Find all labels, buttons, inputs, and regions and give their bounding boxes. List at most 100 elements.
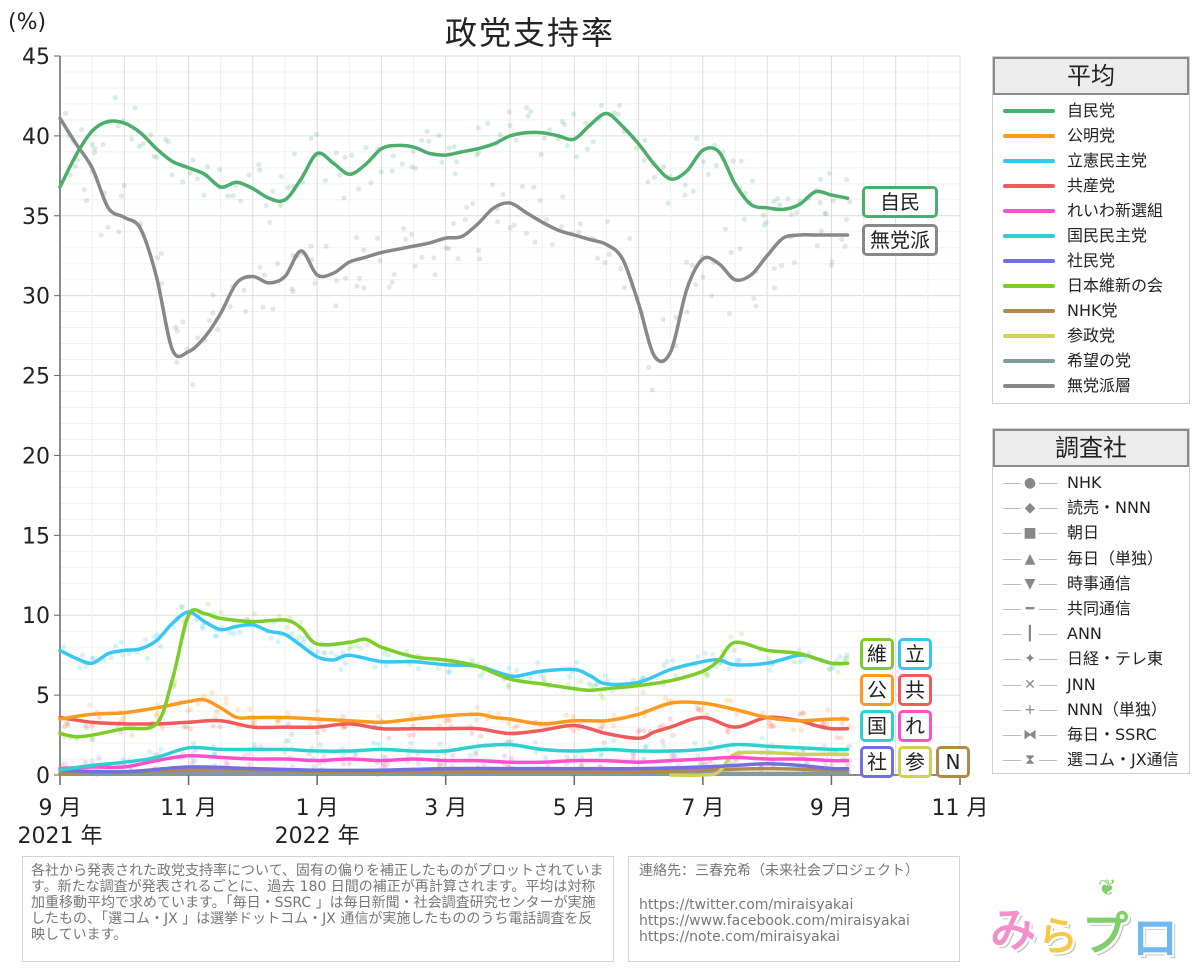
poll-point: [692, 740, 698, 746]
poll-point: [263, 202, 269, 209]
poll-point: [462, 216, 468, 223]
poll-point: [567, 673, 573, 679]
poll-point: [830, 665, 836, 671]
x-tick-label: 9 月: [810, 796, 853, 821]
poll-point: [660, 316, 666, 322]
poll-point: [356, 275, 363, 281]
poll-point: [276, 718, 282, 724]
legend-label: JNN: [1067, 674, 1096, 694]
poll-point: [277, 202, 284, 208]
legend-marker-icon: ◆: [1021, 496, 1039, 521]
series-line: [668, 750, 850, 777]
poll-point: [489, 182, 496, 188]
poll-point: [296, 634, 302, 640]
poll-point: [435, 754, 441, 760]
poll-point: [606, 251, 612, 257]
poll-point: [766, 656, 772, 662]
poll-point: [661, 164, 667, 170]
poll-point: [121, 713, 127, 719]
poll-point: [778, 263, 785, 269]
poll-point: [424, 128, 430, 135]
y-tick-label: 10: [22, 604, 50, 629]
poll-point: [525, 113, 531, 119]
poll-point: [340, 761, 347, 767]
poll-point: [437, 741, 443, 747]
poll-point: [664, 658, 670, 664]
poll-point: [689, 262, 695, 268]
poll-point: [354, 643, 360, 649]
poll-point: [285, 710, 291, 717]
poll-point: [136, 143, 143, 149]
poll-point: [506, 109, 512, 115]
poll-point: [231, 631, 237, 637]
poll-point: [538, 151, 544, 158]
y-tick-label: 45: [22, 45, 50, 70]
legend-label: 毎日（単独）: [1067, 548, 1164, 568]
poll-point: [364, 641, 371, 647]
legend-swatch: [1003, 309, 1055, 313]
tag-kokumin: 国: [860, 710, 894, 742]
y-tick-label: 30: [22, 285, 50, 310]
poll-point: [649, 387, 655, 393]
poll-point: [312, 280, 318, 286]
x-tick-label: 11 月: [932, 796, 989, 821]
poll-point: [267, 219, 273, 226]
poll-point: [724, 727, 730, 733]
poll-point: [211, 751, 218, 757]
poll-point: [514, 667, 520, 673]
twitter-link[interactable]: https://twitter.com/miraisyakai: [639, 897, 854, 913]
legend-marker-icon: ▲: [1021, 546, 1039, 571]
poll-point: [108, 654, 114, 661]
poll-point: [500, 191, 506, 197]
poll-point: [641, 728, 647, 734]
poll-point: [543, 217, 550, 223]
poll-point: [710, 652, 716, 658]
poll-point: [592, 683, 598, 689]
poll-point: [618, 265, 624, 272]
poll-point: [537, 197, 543, 203]
legend-marker-icon: +: [1021, 697, 1039, 722]
poll-point: [242, 752, 248, 759]
poll-point: [89, 758, 95, 764]
poll-point: [165, 139, 171, 145]
poll-point: [763, 219, 769, 225]
poll-point: [611, 712, 617, 718]
x-tick-label: 5 月: [553, 796, 596, 821]
y-tick-label: 35: [22, 205, 50, 230]
poll-point: [728, 698, 734, 704]
poll-point: [257, 264, 263, 271]
poll-point: [436, 132, 442, 139]
poll-point: [87, 702, 93, 708]
facebook-link[interactable]: https://www.facebook.com/miraisyakai: [639, 913, 910, 929]
poll-point: [475, 247, 482, 254]
poll-point: [119, 652, 126, 658]
poll-point: [844, 652, 850, 658]
poll-point: [174, 328, 180, 334]
legend-swatch: [1003, 134, 1055, 138]
poll-point: [67, 172, 73, 178]
legend-marker-icon: ●: [1021, 471, 1039, 495]
legend-label: れいわ新選組: [1067, 201, 1164, 220]
poll-point: [445, 669, 452, 676]
poll-point: [342, 661, 349, 667]
poll-point: [473, 751, 479, 757]
y-tick-label: 40: [22, 125, 50, 150]
poll-point: [368, 180, 374, 186]
poll-point: [847, 199, 853, 205]
poll-point: [722, 226, 729, 232]
legend-label: 日経・テレ東: [1067, 649, 1164, 669]
poll-point: [463, 204, 470, 211]
poll-point: [800, 710, 806, 716]
poll-point: [144, 655, 151, 661]
poll-point: [734, 759, 740, 765]
series-line: [58, 116, 850, 364]
poll-point: [445, 717, 451, 723]
poll-point: [180, 179, 186, 185]
poll-point: [640, 689, 646, 695]
poll-point: [409, 164, 415, 170]
poll-point: [83, 198, 90, 204]
poll-point: [441, 761, 447, 767]
party-legend-title: 平均: [993, 57, 1189, 95]
note-link[interactable]: https://note.com/miraisyakai: [639, 929, 841, 945]
poll-point: [564, 143, 570, 149]
